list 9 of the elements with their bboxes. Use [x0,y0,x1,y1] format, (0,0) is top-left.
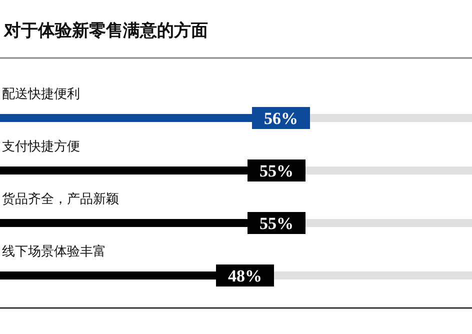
data-label: 48% [228,266,262,286]
y-tick-label: 线下场景体验丰富 [2,244,106,260]
y-tick-label: 支付快捷方便 [2,138,80,154]
chart-title: 对于体验新零售满意的方面 [3,21,208,41]
data-label: 55% [260,214,294,233]
y-tick-label: 货品齐全，产品新颖 [2,192,119,207]
y-tick-label: 配送快捷便利 [2,87,80,102]
data-label: 56% [264,109,298,128]
data-label: 55% [260,162,294,180]
